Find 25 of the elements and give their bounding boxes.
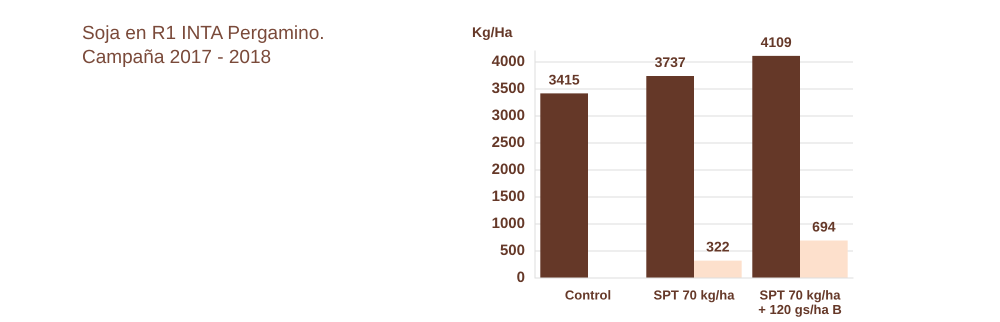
bar [646, 76, 694, 278]
data-label: 3415 [548, 71, 580, 88]
y-tick-label: 0 [516, 269, 525, 286]
x-tick-label: SPT 70 kg/ha + 120 gs/ha B [758, 288, 842, 318]
text: Campaña 2017 - 2018 [82, 46, 272, 70]
data-label: 4109 [760, 34, 792, 50]
text: Soja en R1 INTA Pergamino. [82, 22, 325, 46]
bar [694, 260, 742, 278]
x-tick-label: SPT 70 kg/ha [654, 288, 736, 303]
data-label: 3737 [654, 54, 686, 70]
x-tick-label: Control [564, 288, 612, 303]
bar [752, 56, 800, 278]
y-tick-label: 1000 [492, 215, 525, 232]
y-tick-label: 500 [500, 242, 525, 260]
y-tick-label: 3000 [492, 107, 525, 124]
y-axis-title: Kg/Ha [472, 24, 513, 40]
y-tick-label: 2000 [492, 161, 525, 178]
y-tick-label: 2500 [492, 134, 525, 152]
data-label: 322 [706, 238, 730, 254]
y-tick-label: 3500 [492, 80, 525, 97]
y-tick-label: 1500 [492, 188, 525, 206]
bar [540, 93, 588, 278]
y-tick-label: 4000 [492, 52, 525, 70]
bar [800, 240, 848, 278]
data-label: 694 [812, 218, 836, 234]
